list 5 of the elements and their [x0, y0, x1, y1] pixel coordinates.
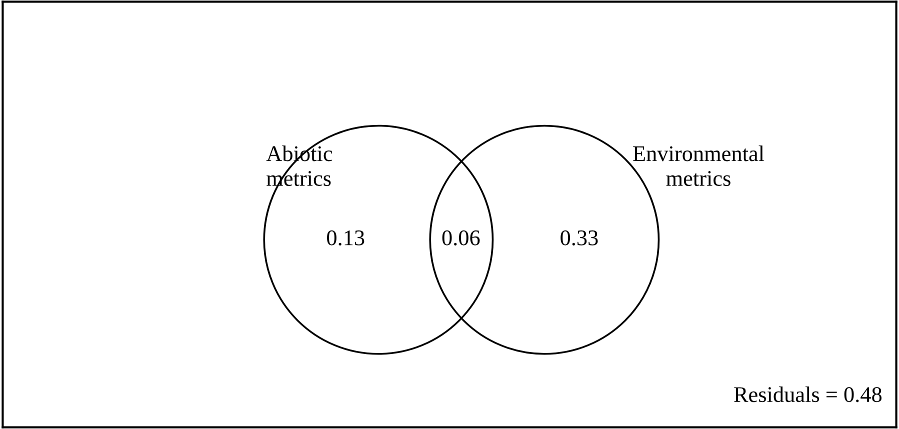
data-label: 0.13 [327, 230, 364, 246]
data-label: 0.06 [442, 230, 480, 246]
text: Residuals = 0.48 [734, 386, 882, 402]
data-label: 0.33 [560, 230, 598, 246]
category-label: Environmental metrics [633, 146, 764, 186]
